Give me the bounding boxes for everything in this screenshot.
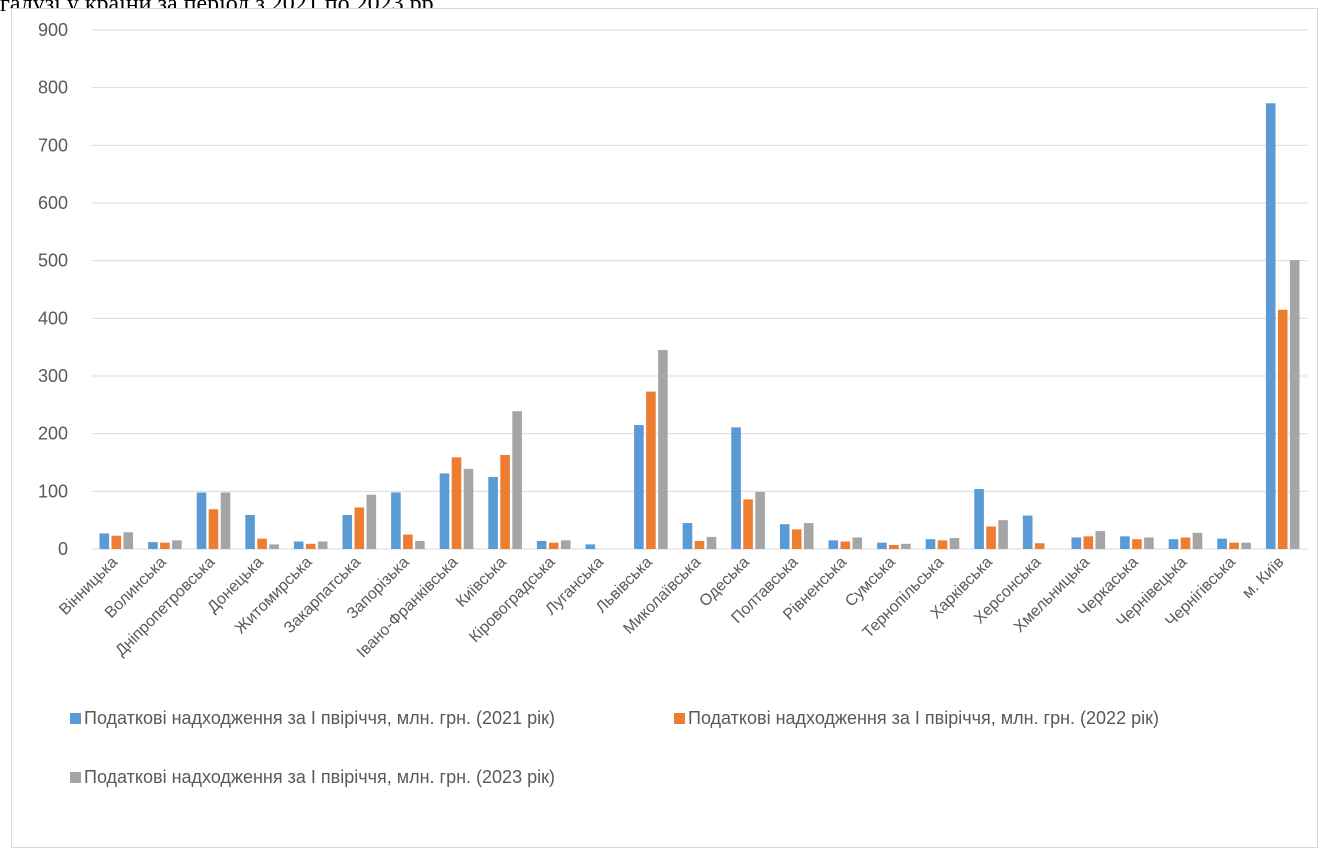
bar-2023 bbox=[415, 540, 425, 549]
y-tick-label: 300 bbox=[38, 366, 68, 386]
bar-2022 bbox=[354, 507, 365, 549]
bar-2023 bbox=[852, 537, 863, 549]
bar-2022 bbox=[208, 509, 219, 549]
y-tick-label: 900 bbox=[38, 20, 68, 40]
bar-2022 bbox=[840, 541, 851, 549]
bar-2021 bbox=[293, 541, 304, 549]
bar-2021 bbox=[196, 492, 207, 549]
legend-swatch-2022 bbox=[674, 713, 685, 724]
bar-2023 bbox=[512, 411, 522, 549]
bar-2021 bbox=[731, 427, 741, 549]
bar-2023 bbox=[366, 494, 377, 549]
bar-2021 bbox=[148, 542, 158, 549]
bar-2022 bbox=[548, 542, 559, 549]
bar-2022 bbox=[889, 544, 899, 549]
bar-2022 bbox=[111, 535, 122, 549]
y-tick-label: 400 bbox=[38, 308, 68, 328]
bar-2022 bbox=[1132, 539, 1142, 549]
y-tick-label: 0 bbox=[58, 539, 68, 559]
bar-2022 bbox=[305, 543, 316, 549]
y-tick-label: 600 bbox=[38, 193, 68, 213]
bar-2023 bbox=[1289, 260, 1300, 549]
bar-2023 bbox=[463, 468, 474, 549]
bar-2022 bbox=[743, 499, 753, 549]
x-tick-label: м. Київ bbox=[1239, 554, 1287, 602]
bar-2023 bbox=[803, 523, 814, 549]
bar-2021 bbox=[99, 533, 110, 549]
y-tick-label: 500 bbox=[38, 251, 68, 271]
bar-2021 bbox=[1168, 539, 1179, 549]
bar-2023 bbox=[1095, 531, 1106, 549]
bar-2021 bbox=[634, 425, 644, 549]
bar-2023 bbox=[560, 540, 571, 549]
bar-2021 bbox=[439, 473, 450, 549]
bar-2023 bbox=[220, 492, 231, 549]
legend-item-2021: Податкові надходження за І пвіріччя, млн… bbox=[70, 708, 555, 729]
bar-2021 bbox=[1022, 515, 1033, 549]
y-tick-label: 100 bbox=[38, 481, 68, 501]
bar-2021 bbox=[828, 540, 839, 549]
bar-2022 bbox=[694, 540, 705, 549]
bar-2022 bbox=[1180, 537, 1191, 549]
bar-2022 bbox=[160, 542, 170, 549]
legend-item-2022: Податкові надходження за І пвіріччя, млн… bbox=[674, 708, 1159, 729]
bar-2021 bbox=[779, 524, 790, 549]
bar-2021 bbox=[1071, 537, 1082, 549]
legend-label-2021: Податкові надходження за І пвіріччя, млн… bbox=[84, 708, 555, 728]
bar-2023 bbox=[658, 350, 668, 549]
chart-frame: 0 100 200 300 400 500 600 700 800 900 Вінницька Вол… bbox=[11, 8, 1318, 848]
bar-2023 bbox=[1144, 537, 1154, 549]
bar-2023 bbox=[1241, 542, 1251, 549]
bar-2022 bbox=[937, 540, 948, 549]
bar-2023 bbox=[269, 544, 279, 549]
legend-item-2023: Податкові надходження за І пвіріччя, млн… bbox=[70, 767, 555, 788]
legend-label-2022: Податкові надходження за І пвіріччя, млн… bbox=[688, 708, 1159, 728]
legend-label-2023: Податкові надходження за І пвіріччя, млн… bbox=[84, 767, 555, 787]
bar-2021 bbox=[342, 514, 353, 549]
bar-2021 bbox=[1265, 103, 1276, 549]
y-tick-label: 200 bbox=[38, 424, 68, 444]
bar-2022 bbox=[1034, 543, 1045, 549]
bar-2023 bbox=[123, 532, 134, 549]
bar-2021 bbox=[974, 489, 984, 549]
bar-2023 bbox=[949, 538, 960, 549]
bar-2021 bbox=[585, 544, 596, 549]
bar-2021 bbox=[488, 476, 498, 549]
bar-2022 bbox=[257, 538, 267, 549]
legend-swatch-2021 bbox=[70, 713, 81, 724]
bar-2022 bbox=[1229, 542, 1239, 549]
bar-2023 bbox=[706, 536, 717, 549]
bar-2022 bbox=[1277, 309, 1288, 549]
bar-2021 bbox=[682, 523, 693, 549]
bar-2022 bbox=[791, 529, 802, 549]
bar-2022 bbox=[403, 534, 413, 549]
bar-2021 bbox=[245, 514, 255, 549]
y-tick-label: 800 bbox=[38, 78, 68, 98]
y-tick-label: 700 bbox=[38, 135, 68, 155]
bar-2022 bbox=[451, 457, 462, 549]
bar-2021 bbox=[1217, 538, 1227, 549]
bar-2023 bbox=[172, 540, 182, 549]
bar-2022 bbox=[986, 526, 996, 549]
bar-2023 bbox=[755, 491, 765, 549]
bar-2021 bbox=[877, 542, 887, 549]
bar-2022 bbox=[500, 455, 510, 549]
bar-2023 bbox=[998, 520, 1008, 549]
bar-2022 bbox=[646, 391, 656, 549]
bar-2021 bbox=[1120, 536, 1130, 549]
bar-2022 bbox=[1083, 536, 1094, 549]
bar-2023 bbox=[1192, 532, 1203, 549]
bar-2023 bbox=[901, 543, 911, 549]
x-tick-label: Кіровоградська bbox=[466, 554, 558, 646]
bar-2021 bbox=[391, 492, 401, 549]
bar-2021 bbox=[925, 539, 936, 549]
bar-chart: 0100200300400500600700800900ВінницькаВол… bbox=[38, 20, 1307, 661]
bar-2021 bbox=[536, 540, 547, 549]
bar-2023 bbox=[317, 541, 328, 549]
legend-swatch-2023 bbox=[70, 772, 81, 783]
